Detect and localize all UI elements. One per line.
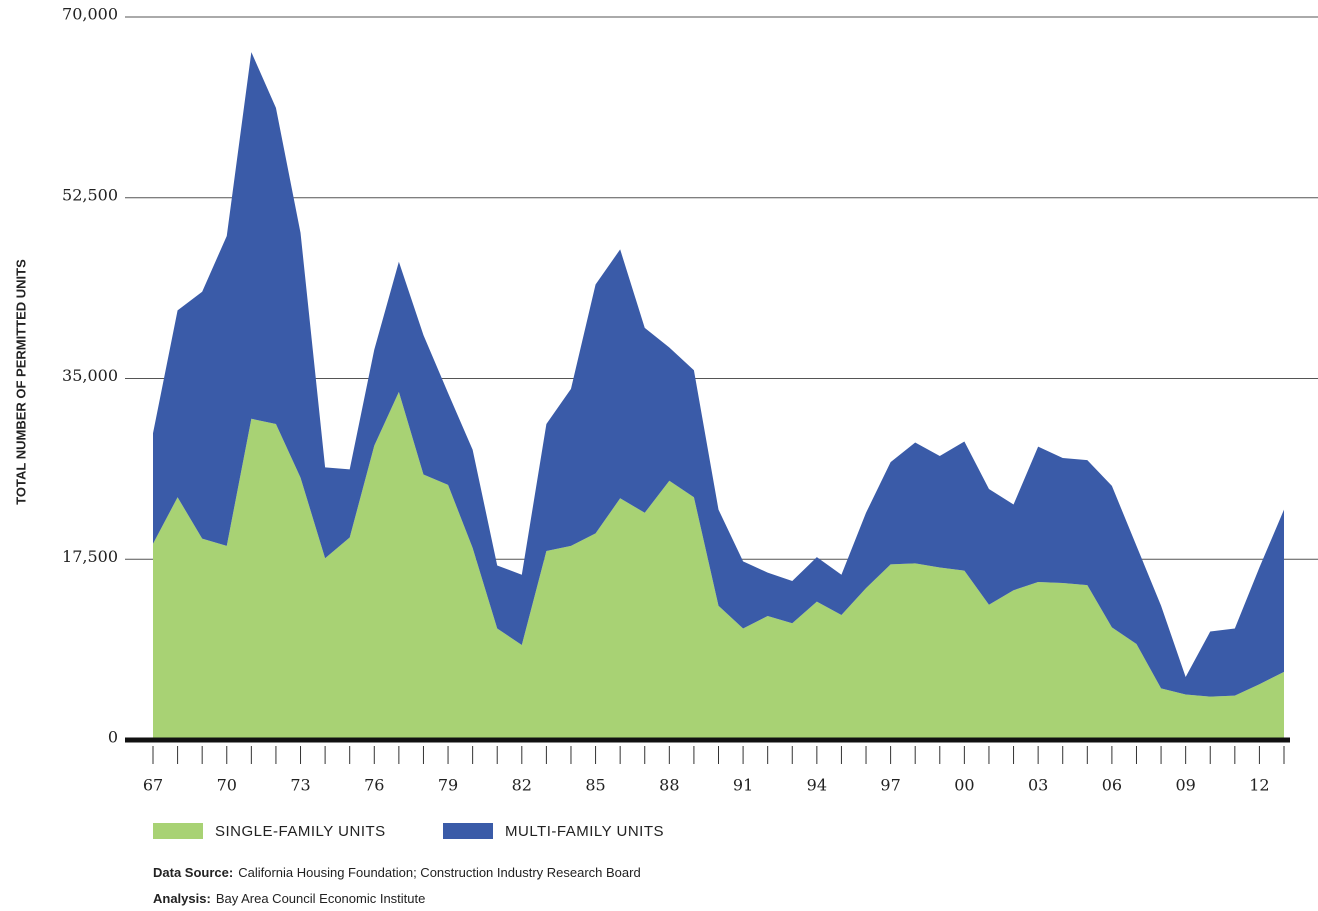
x-tick-label: 70 xyxy=(217,776,237,795)
source-note: Analysis: Bay Area Council Economic Insti… xyxy=(153,891,425,906)
x-tick-label: 91 xyxy=(733,776,753,795)
y-tick-label: 17,500 xyxy=(62,547,118,566)
x-tick-label: 06 xyxy=(1102,776,1122,795)
note-text: California Housing Foundation; Construct… xyxy=(238,865,641,880)
x-tick-label: 73 xyxy=(290,776,310,795)
x-tick-label: 94 xyxy=(807,776,827,795)
legend-label: SINGLE-FAMILY UNITS xyxy=(215,823,386,840)
x-tick-label: 00 xyxy=(954,776,974,795)
x-tick-label: 88 xyxy=(659,776,679,795)
note-label: Analysis: xyxy=(153,891,211,906)
x-tick-label: 82 xyxy=(512,776,532,795)
x-tick-label: 97 xyxy=(880,776,900,795)
x-tick-label: 67 xyxy=(143,776,163,795)
x-tick-label: 03 xyxy=(1028,776,1048,795)
x-tick-label: 09 xyxy=(1175,776,1195,795)
source-note: Data Source: California Housing Foundatio… xyxy=(153,865,641,880)
legend-swatch xyxy=(153,823,203,839)
y-tick-label: 35,000 xyxy=(62,366,118,385)
area xyxy=(153,52,1284,697)
legend-swatch xyxy=(443,823,493,839)
x-tick-label: 76 xyxy=(364,776,384,795)
x-tick-label: 79 xyxy=(438,776,458,795)
note-label: Data Source: xyxy=(153,865,233,880)
note-text: Bay Area Council Economic Institute xyxy=(216,891,426,906)
y-tick-label: 70,000 xyxy=(62,5,118,24)
area xyxy=(153,391,1284,740)
y-tick-label: 52,500 xyxy=(62,185,118,204)
x-tick-label: 12 xyxy=(1249,776,1269,795)
legend-label: MULTI-FAMILY UNITS xyxy=(505,823,664,840)
y-axis-title: TOTAL NUMBER OF PERMITTED UNITS xyxy=(13,259,28,505)
y-tick-label: 0 xyxy=(108,728,118,747)
x-tick-label: 85 xyxy=(585,776,605,795)
